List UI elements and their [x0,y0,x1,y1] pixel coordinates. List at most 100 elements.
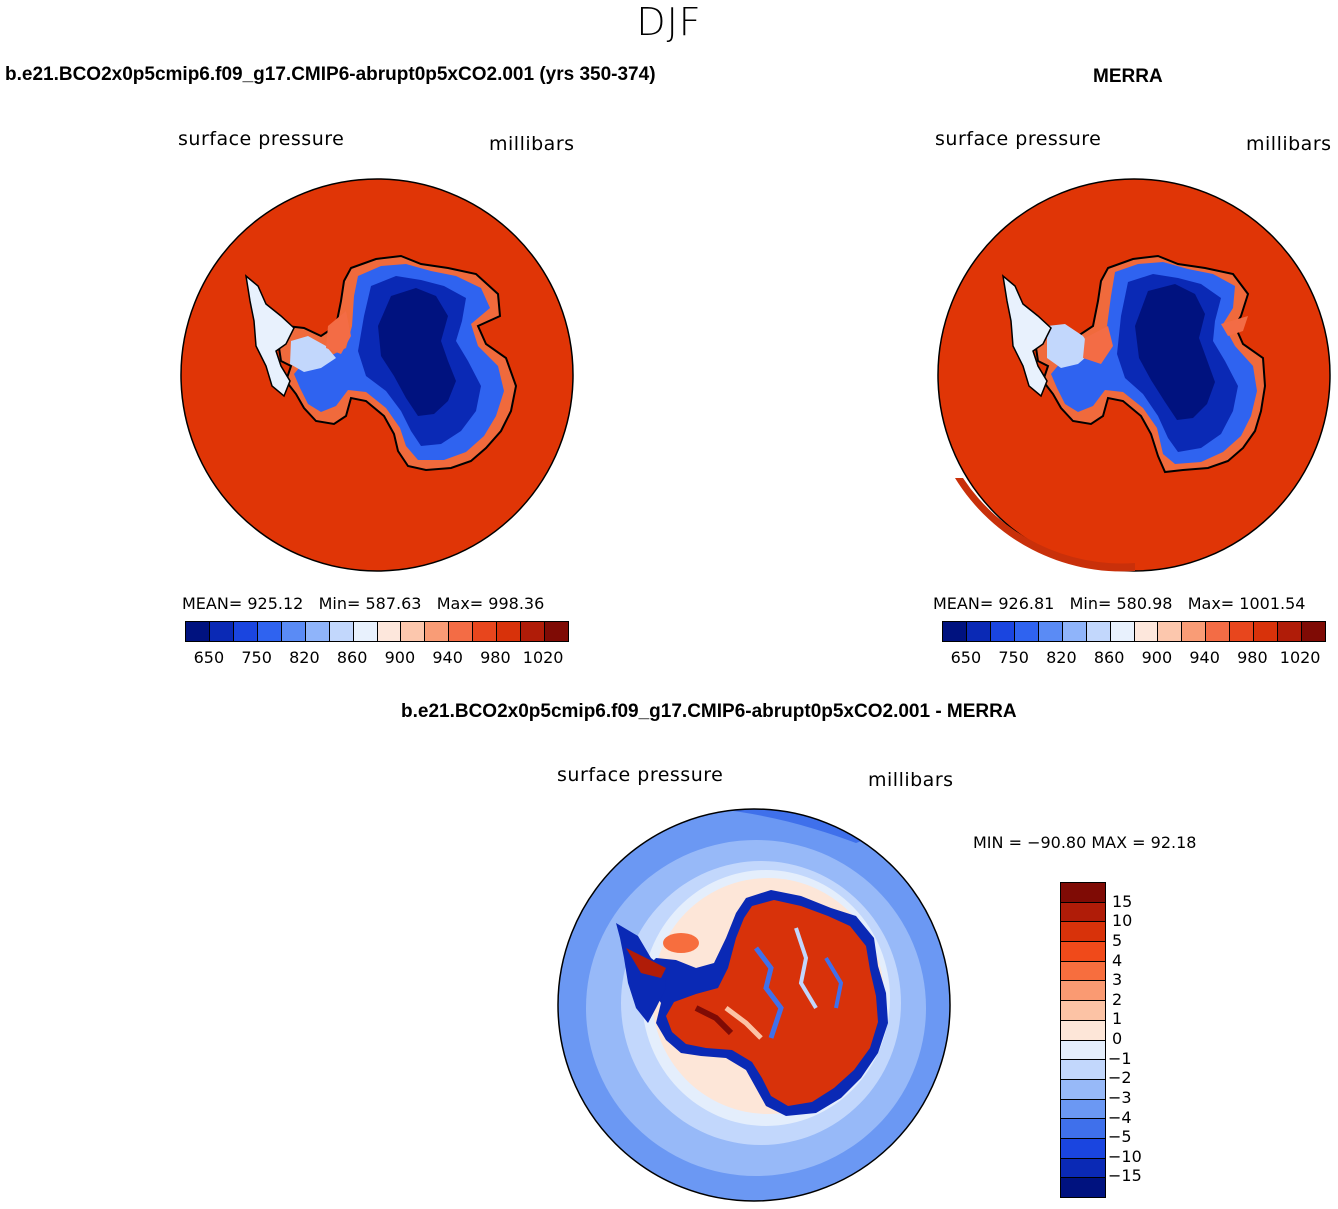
model-min-label: Min= [318,594,361,613]
colorbar-swatch [1061,1158,1105,1179]
obs-variable-label: surface pressure [935,128,1102,150]
colorbar-swatch [1061,1040,1105,1061]
colorbar-swatch [545,622,568,641]
colorbar-swatch [425,622,450,641]
colorbar-swatch [1061,1099,1105,1120]
obs-colorbar [942,621,1326,642]
colorbar-tick-label: 0 [1112,1029,1123,1048]
obs-max-label: Max= [1187,594,1235,613]
colorbar-swatch [1061,961,1105,982]
colorbar-tick-label: 940 [1189,648,1220,667]
colorbar-swatch [1061,1079,1105,1100]
colorbar-tick-label: 980 [480,648,511,667]
colorbar-tick-label: −3 [1108,1087,1132,1107]
model-stats: MEAN= 925.12 Min= 587.63 Max= 998.36 [182,594,544,613]
colorbar-tick-label: 2 [1112,989,1123,1009]
diff-minmax: MIN = −90.80 MAX = 92.18 [973,833,1197,852]
colorbar-swatch [1061,1178,1105,1197]
colorbar-tick-label: −5 [1108,1127,1132,1147]
colorbar-swatch [521,622,546,641]
colorbar-swatch [305,622,330,641]
colorbar-swatch [1278,622,1303,641]
colorbar-swatch [1061,1138,1105,1159]
obs-mean-label: MEAN= [933,594,994,613]
colorbar-tick-label: 750 [998,648,1029,667]
obs-panel-title: MERRA [1093,66,1163,87]
colorbar-tick-label: −4 [1108,1107,1132,1127]
colorbar-swatch [943,622,967,641]
colorbar-tick-label: −10 [1108,1146,1142,1166]
colorbar-swatch [1061,902,1105,923]
colorbar-tick-label: 980 [1237,648,1268,667]
colorbar-swatch [281,622,306,641]
colorbar-swatch [1061,1001,1105,1021]
model-min-value: 587.63 [365,594,422,613]
diff-panel-title: b.e21.BCO2x0p5cmip6.f09_g17.CMIP6-abrupt… [401,701,1017,722]
colorbar-tick-label: 1020 [522,648,564,667]
colorbar-swatch [1061,1020,1105,1041]
diff-colorbar-ticks: 15 10 5 4 3 2 1 0 −1 −2 −3 −4 −5 −10 −15 [1108,882,1172,1196]
colorbar-swatch [1038,622,1063,641]
colorbar-swatch [1158,622,1183,641]
obs-polar-map [937,178,1331,572]
model-variable-label: surface pressure [178,128,345,150]
colorbar-swatch [401,622,426,641]
colorbar-swatch [1230,622,1255,641]
colorbar-swatch [186,622,210,641]
colorbar-tick-label: 750 [241,648,272,667]
model-units-label: millibars [489,133,575,155]
model-max-value: 998.36 [488,594,545,613]
colorbar-tick-label: 10 [1112,911,1133,931]
colorbar-swatch [257,622,282,641]
colorbar-swatch [209,622,234,641]
colorbar-swatch [1061,922,1105,943]
colorbar-swatch [329,622,354,641]
model-polar-map [180,178,574,572]
colorbar-swatch [990,622,1015,641]
colorbar-swatch [1062,622,1087,641]
colorbar-tick-label: 940 [432,648,463,667]
colorbar-tick-label: −1 [1108,1048,1132,1068]
colorbar-tick-label: 900 [384,648,416,667]
colorbar-tick-label: 860 [1093,648,1125,667]
colorbar-tick-label: 820 [289,648,320,667]
diff-units-label: millibars [868,769,954,791]
colorbar-swatch [1110,622,1135,641]
colorbar-swatch [1086,622,1111,641]
colorbar-tick-label: 3 [1112,970,1123,990]
colorbar-swatch [449,622,474,641]
colorbar-swatch [1206,622,1231,641]
obs-max-value: 1001.54 [1239,594,1306,613]
diff-colorbar [1060,882,1106,1198]
figure-title: DJF [636,0,702,44]
colorbar-swatch [966,622,991,641]
model-mean-value: 925.12 [247,594,304,613]
colorbar-swatch [1134,622,1159,641]
diff-polar-map [557,808,951,1202]
colorbar-swatch [1061,883,1105,903]
model-mean-label: MEAN= [182,594,243,613]
obs-units-label: millibars [1246,133,1332,155]
colorbar-swatch [473,622,498,641]
colorbar-tick-label: 900 [1141,648,1173,667]
colorbar-swatch [233,622,258,641]
colorbar-swatch [1014,622,1039,641]
colorbar-tick-label: 4 [1112,950,1123,970]
colorbar-swatch [497,622,522,641]
model-panel-title: b.e21.BCO2x0p5cmip6.f09_g17.CMIP6-abrupt… [5,64,656,85]
colorbar-tick-label: 650 [193,648,225,667]
colorbar-tick-label: 15 [1112,891,1133,911]
colorbar-tick-label: 1 [1112,1009,1123,1029]
obs-min-value: 580.98 [1116,594,1173,613]
obs-mean-value: 926.81 [998,594,1055,613]
colorbar-tick-label: 820 [1046,648,1077,667]
obs-stats: MEAN= 926.81 Min= 580.98 Max= 1001.54 [933,594,1305,613]
colorbar-swatch [353,622,378,641]
colorbar-swatch [1254,622,1279,641]
colorbar-swatch [1061,1060,1105,1080]
colorbar-tick-label: 650 [950,648,982,667]
colorbar-tick-label: 1020 [1279,648,1321,667]
obs-min-label: Min= [1069,594,1112,613]
colorbar-tick-label: 860 [336,648,368,667]
diff-variable-label: surface pressure [557,764,724,786]
